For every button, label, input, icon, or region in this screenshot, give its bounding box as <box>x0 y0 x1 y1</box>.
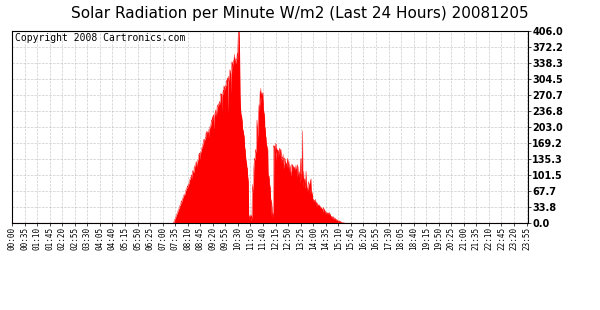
Text: Copyright 2008 Cartronics.com: Copyright 2008 Cartronics.com <box>14 33 185 43</box>
Text: Solar Radiation per Minute W/m2 (Last 24 Hours) 20081205: Solar Radiation per Minute W/m2 (Last 24… <box>71 6 529 21</box>
